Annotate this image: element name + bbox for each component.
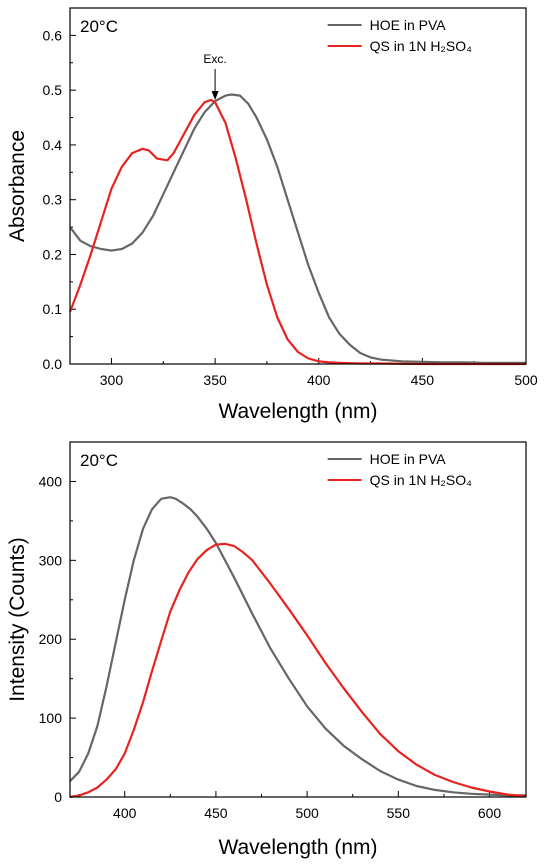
x-tick-label: 600 (478, 805, 502, 821)
absorbance-ticks: 300 350 400 450 500 0.0 0.1 0.2 0.3 0.4 0.5 0.6 (43, 7, 538, 388)
emission-temperature-label: 20°C (80, 451, 118, 470)
x-tick-label: 550 (387, 805, 411, 821)
absorbance-plot-frame (69, 7, 527, 365)
x-tick-label: 300 (100, 372, 124, 388)
y-tick-label: 200 (39, 631, 63, 647)
series-line-0 (69, 496, 526, 797)
x-tick-label: 500 (295, 805, 319, 821)
absorbance-series (68, 93, 526, 366)
y-tick-label: 0 (54, 789, 62, 805)
y-tick-label: 400 (39, 473, 63, 489)
y-tick-label: 100 (39, 710, 63, 726)
y-tick-label: 0.2 (43, 246, 63, 262)
legend-label-qs: QS in 1N H₂SO₄ (370, 472, 472, 488)
y-tick-label: 0.3 (43, 192, 63, 208)
emission-legend: HOE in PVA QS in 1N H₂SO₄ (327, 451, 472, 488)
absorbance-x-axis-label: Wavelength (nm) (218, 400, 377, 423)
y-tick-label: 0.1 (43, 301, 63, 317)
series-line-1 (68, 98, 526, 366)
absorbance-y-axis-label: Absorbance (6, 130, 29, 242)
emission-plot-frame (69, 441, 527, 798)
legend-label-hoe: HOE in PVA (370, 17, 447, 33)
x-tick-label: 450 (204, 805, 228, 821)
y-tick-label: 0.6 (43, 27, 63, 43)
emission-ticks: 400 450 500 550 600 0 100 200 300 400 (39, 441, 502, 821)
series-line-0 (69, 93, 526, 364)
emission-x-axis-label: Wavelength (nm) (218, 836, 377, 859)
y-tick-label: 300 (39, 552, 63, 568)
excitation-label: Exc. (203, 52, 226, 66)
absorbance-panel: 300 350 400 450 500 0.0 0.1 0.2 0.3 0.4 0.5 0.6 20°… (6, 7, 538, 423)
emission-series (69, 496, 527, 799)
x-tick-label: 400 (113, 805, 137, 821)
y-tick-label: 0.5 (43, 82, 63, 98)
series-line-1 (69, 542, 527, 799)
y-tick-label: 0.0 (43, 356, 63, 372)
absorbance-temperature-label: 20°C (80, 17, 118, 36)
legend-label-hoe: HOE in PVA (370, 451, 447, 467)
absorbance-legend: HOE in PVA QS in 1N H₂SO₄ (327, 17, 472, 54)
x-tick-label: 450 (411, 372, 435, 388)
x-tick-label: 400 (307, 372, 331, 388)
legend-label-qs: QS in 1N H₂SO₄ (370, 38, 472, 54)
emission-panel: 400 450 500 550 600 0 100 200 300 400 20°C HOE in… (6, 441, 527, 859)
x-tick-label: 500 (514, 372, 538, 388)
excitation-arrow: Exc. (203, 52, 227, 100)
y-tick-label: 0.4 (43, 137, 63, 153)
excitation-arrow-head (211, 91, 219, 100)
x-tick-label: 350 (203, 372, 227, 388)
emission-y-axis-label: Intensity (Counts) (6, 537, 29, 702)
